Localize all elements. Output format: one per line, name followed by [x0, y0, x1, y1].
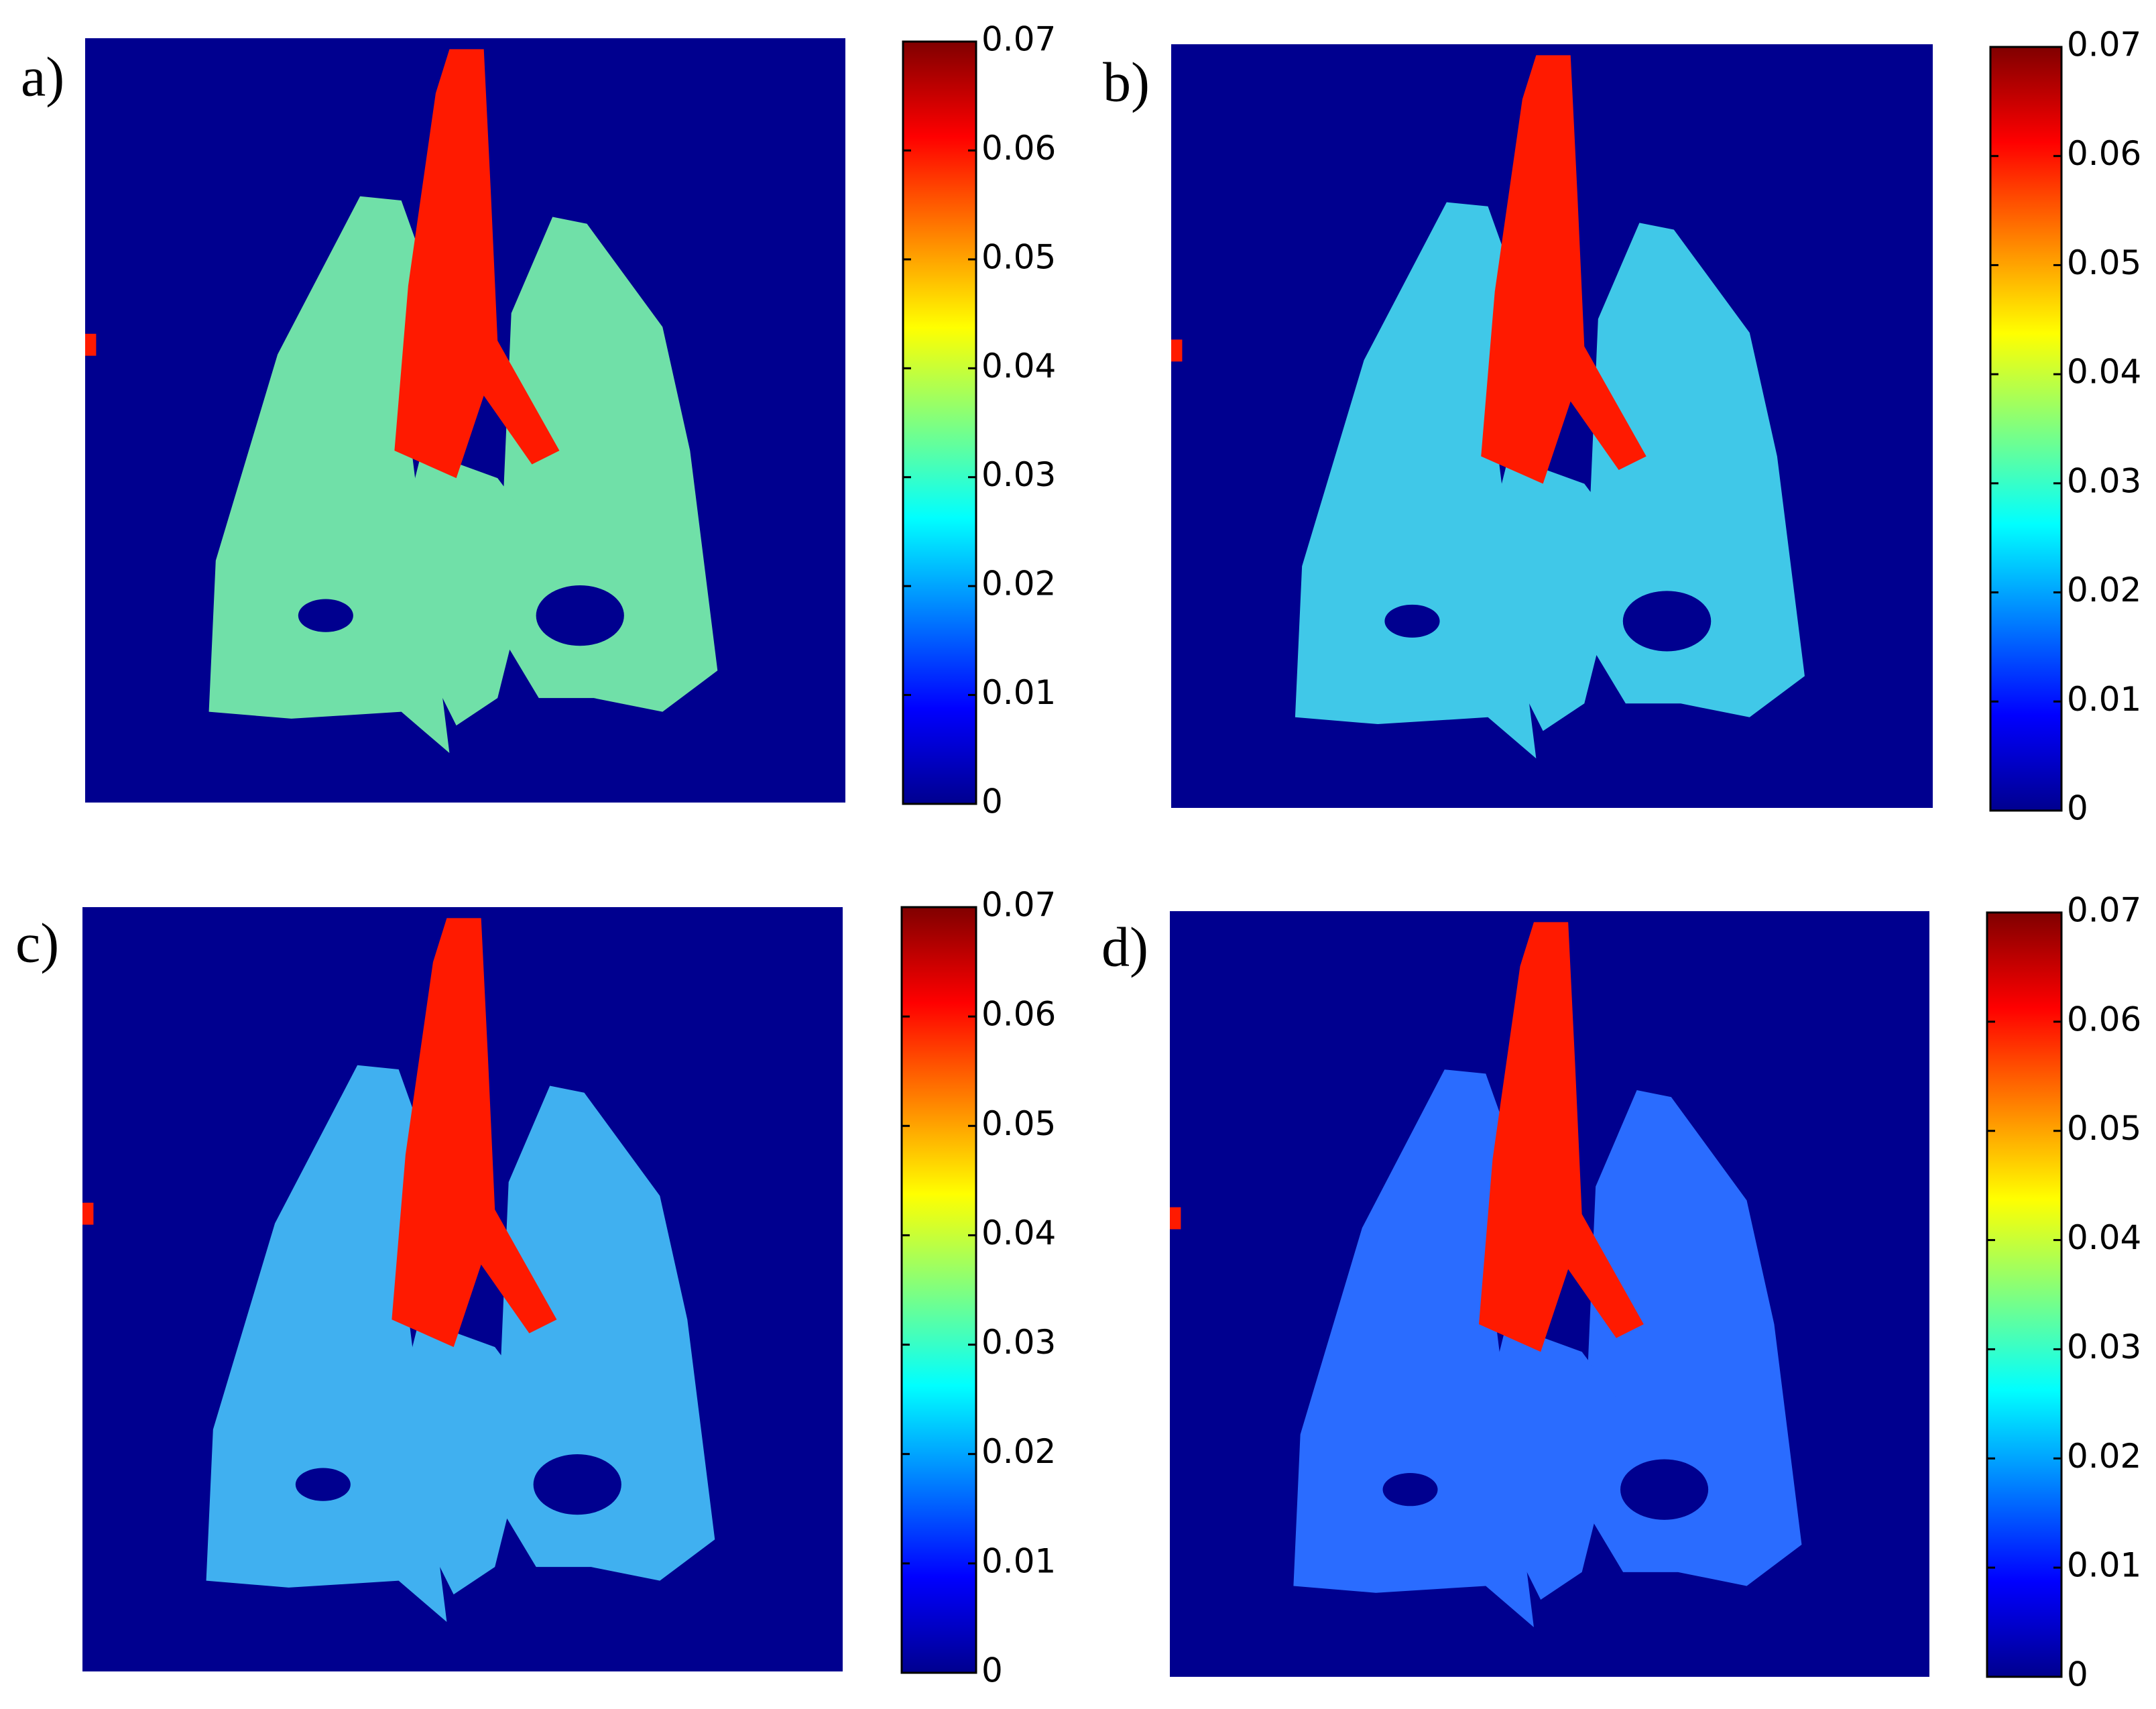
tick-label: 0.02 [2067, 571, 2141, 609]
tick-label: 0.03 [2067, 461, 2141, 500]
colorbar [1989, 46, 2063, 812]
tick-label: 0.02 [981, 565, 1056, 603]
tick-label: 0.07 [2067, 25, 2141, 64]
tick-label: 0.04 [981, 1214, 1056, 1252]
panel-label: d) [1101, 916, 1148, 978]
tick-label: 0.05 [981, 1104, 1056, 1143]
tick-label: 0.04 [2067, 1218, 2141, 1257]
heatmap-image [82, 907, 843, 1671]
tick-label: 0.07 [2067, 891, 2141, 930]
tick-label: 0.02 [2067, 1437, 2141, 1476]
colorbar [1986, 911, 2063, 1678]
tick-label: 0.06 [2067, 1000, 2141, 1039]
panel-label: a) [21, 46, 64, 108]
tick-label: 0.04 [2067, 353, 2141, 392]
tick-label: 0.01 [2067, 680, 2141, 719]
tick-label: 0.06 [981, 995, 1056, 1034]
tick-label: 0 [981, 1651, 1003, 1690]
colorbar [902, 40, 977, 805]
tick-label: 0.01 [981, 673, 1056, 712]
tick-label: 0.02 [981, 1432, 1056, 1471]
tick-label: 0 [981, 782, 1003, 821]
panel-label: b) [1103, 51, 1150, 113]
tick-label: 0.06 [2067, 134, 2141, 173]
tick-label: 0 [2067, 1655, 2088, 1694]
colorbar [900, 906, 977, 1674]
tick-label: 0.03 [981, 455, 1056, 494]
tick-label: 0.03 [981, 1323, 1056, 1362]
panel-label: c) [15, 912, 59, 974]
tick-label: 0.05 [2067, 1109, 2141, 1148]
heatmap-image [85, 38, 845, 803]
tick-label: 0.05 [2067, 243, 2141, 282]
tick-label: 0.01 [981, 1541, 1056, 1580]
tick-label: 0.01 [2067, 1546, 2141, 1585]
heatmap-image [1171, 44, 1933, 808]
tick-label: 0.07 [981, 886, 1056, 925]
tick-label: 0.03 [2067, 1328, 2141, 1366]
tick-label: 0.05 [981, 237, 1056, 276]
tick-label: 0.07 [981, 20, 1056, 59]
tick-label: 0.04 [981, 347, 1056, 386]
tick-label: 0.06 [981, 129, 1056, 168]
heatmap-image [1170, 911, 1929, 1677]
tick-label: 0 [2067, 789, 2088, 828]
